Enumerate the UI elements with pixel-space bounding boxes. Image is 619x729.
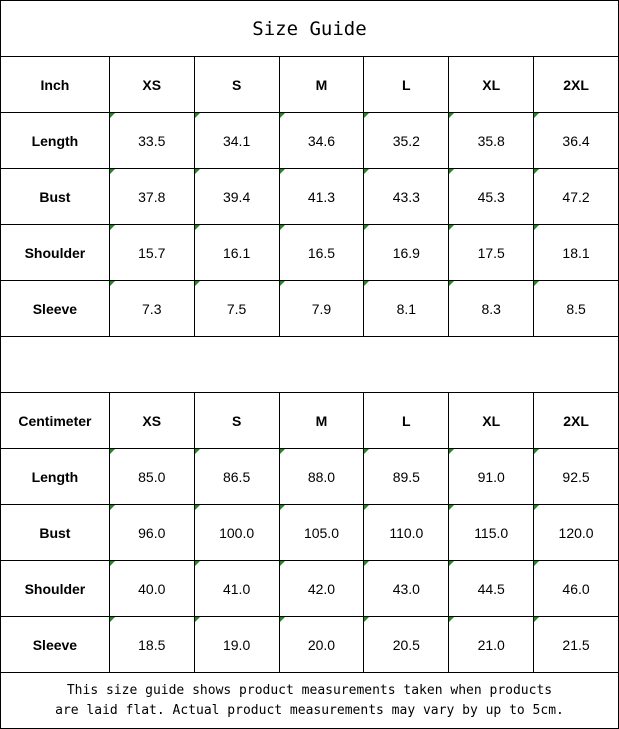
measurement-cell: 120.0 [533,505,618,560]
size-header: XS [108,57,194,112]
row-label: Length [31,132,79,149]
measurement-cell: 86.5 [193,449,279,504]
table-row: Length 33.5 34.1 34.6 35.2 35.8 36.4 [1,113,618,169]
unit-label: Centimeter [18,412,92,429]
table-row: Shoulder 15.7 16.1 16.5 16.9 17.5 18.1 [1,225,618,281]
measurement-cell: 19.0 [193,617,279,672]
measurement-cell: 20.5 [363,617,448,672]
size-header: S [193,393,279,448]
measurement-cell: 33.5 [108,113,194,168]
measurement-cell: 85.0 [108,449,194,504]
row-label: Sleeve [32,636,78,653]
size-header: XL [448,57,533,112]
size-header: L [363,57,448,112]
measurement-cell: 35.2 [363,113,448,168]
unit-label: Inch [40,76,70,93]
measurement-cell: 115.0 [448,505,533,560]
measurement-cell: 39.4 [193,169,279,224]
measurement-cell: 34.1 [193,113,279,168]
measurement-cell: 89.5 [363,449,448,504]
size-header: M [278,57,364,112]
measurement-cell: 105.0 [278,505,364,560]
measurement-cell: 34.6 [278,113,364,168]
measurement-cell: 96.0 [108,505,194,560]
measurement-cell: 88.0 [278,449,364,504]
size-header: S [193,57,279,112]
row-label: Bust [39,524,71,541]
measurement-cell: 17.5 [448,225,533,280]
table-row: Sleeve 7.3 7.5 7.9 8.1 8.3 8.5 [1,281,618,337]
table-row: Sleeve 18.5 19.0 20.0 20.5 21.0 21.5 [1,617,618,673]
note-line-1: This size guide shows product measuremen… [66,682,553,698]
size-header: L [363,393,448,448]
size-header: 2XL [533,57,618,112]
measurement-cell: 7.5 [193,281,279,336]
row-label: Shoulder [24,244,86,261]
measurement-cell: 8.5 [533,281,618,336]
measurement-cell: 16.5 [278,225,364,280]
measurement-note: This size guide shows product measuremen… [1,673,618,728]
measurement-cell: 21.5 [533,617,618,672]
measurement-cell: 16.9 [363,225,448,280]
measurement-cell: 16.1 [193,225,279,280]
size-header: XL [448,393,533,448]
measurement-cell: 37.8 [108,169,194,224]
spacer-row [1,337,618,393]
measurement-cell: 8.3 [448,281,533,336]
measurement-cell: 35.8 [448,113,533,168]
measurement-cell: 110.0 [363,505,448,560]
measurement-cell: 43.3 [363,169,448,224]
measurement-cell: 41.3 [278,169,364,224]
measurement-cell: 15.7 [108,225,194,280]
size-header: XS [108,393,194,448]
measurement-cell: 91.0 [448,449,533,504]
measurement-cell: 45.3 [448,169,533,224]
measurement-cell: 46.0 [533,561,618,616]
measurement-cell: 47.2 [533,169,618,224]
centimeter-table: Centimeter XS S M L XL 2XL Length 85.0 86.5 88.0 89… [1,393,618,673]
measurement-cell: 100.0 [193,505,279,560]
table-row: Bust 96.0 100.0 105.0 110.0 115.0 120.0 [1,505,618,561]
measurement-cell: 21.0 [448,617,533,672]
note-line-2: are laid flat. Actual product measuremen… [55,702,564,718]
measurement-cell: 44.5 [448,561,533,616]
measurement-cell: 41.0 [193,561,279,616]
size-header: 2XL [533,393,618,448]
inch-table: Inch XS S M L XL 2XL Length 33.5 34.1 34.6 35.2 35.8… [1,57,618,337]
measurement-cell: 18.5 [108,617,194,672]
measurement-cell: 40.0 [108,561,194,616]
header-row: Centimeter XS S M L XL 2XL [1,393,618,449]
measurement-cell: 7.9 [278,281,364,336]
size-header: M [278,393,364,448]
page-title: Size Guide [1,1,618,57]
measurement-cell: 36.4 [533,113,618,168]
row-label: Bust [39,188,71,205]
measurement-cell: 92.5 [533,449,618,504]
row-label: Shoulder [24,580,86,597]
measurement-cell: 42.0 [278,561,364,616]
measurement-cell: 20.0 [278,617,364,672]
measurement-cell: 8.1 [363,281,448,336]
table-row: Shoulder 40.0 41.0 42.0 43.0 44.5 46.0 [1,561,618,617]
table-row: Length 85.0 86.5 88.0 89.5 91.0 92.5 [1,449,618,505]
table-row: Bust 37.8 39.4 41.3 43.3 45.3 47.2 [1,169,618,225]
measurement-cell: 7.3 [108,281,194,336]
header-row: Inch XS S M L XL 2XL [1,57,618,113]
row-label: Length [31,468,79,485]
measurement-cell: 43.0 [363,561,448,616]
row-label: Sleeve [32,300,78,317]
measurement-cell: 18.1 [533,225,618,280]
